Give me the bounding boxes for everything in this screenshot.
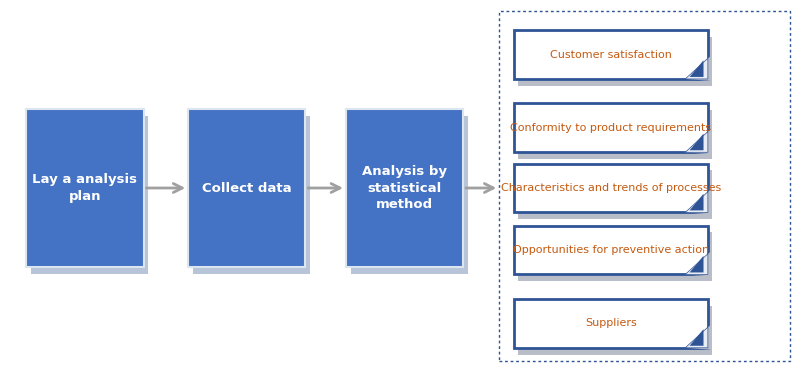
FancyBboxPatch shape — [26, 109, 144, 267]
Text: Lay a analysis
plan: Lay a analysis plan — [32, 173, 138, 203]
Polygon shape — [689, 256, 704, 273]
FancyBboxPatch shape — [514, 226, 708, 274]
FancyBboxPatch shape — [514, 299, 708, 348]
Polygon shape — [689, 60, 704, 77]
FancyBboxPatch shape — [518, 170, 712, 219]
Polygon shape — [685, 325, 710, 350]
Text: Analysis by
statistical
method: Analysis by statistical method — [362, 165, 447, 211]
FancyBboxPatch shape — [345, 109, 463, 267]
Polygon shape — [685, 190, 710, 214]
FancyBboxPatch shape — [518, 37, 712, 86]
Polygon shape — [689, 194, 704, 211]
FancyBboxPatch shape — [31, 116, 149, 274]
FancyBboxPatch shape — [188, 109, 305, 267]
Polygon shape — [685, 130, 710, 154]
Polygon shape — [685, 56, 710, 81]
FancyBboxPatch shape — [518, 110, 712, 159]
Text: Customer satisfaction: Customer satisfaction — [550, 50, 671, 59]
Text: Opportunities for preventive action: Opportunities for preventive action — [513, 245, 709, 255]
FancyBboxPatch shape — [514, 103, 708, 152]
Polygon shape — [685, 327, 708, 348]
Text: Collect data: Collect data — [202, 182, 291, 194]
Text: Characteristics and trends of processes: Characteristics and trends of processes — [501, 183, 721, 193]
Polygon shape — [685, 254, 708, 274]
Polygon shape — [685, 192, 708, 212]
FancyBboxPatch shape — [193, 116, 310, 274]
FancyBboxPatch shape — [518, 306, 712, 355]
FancyBboxPatch shape — [514, 30, 708, 79]
Polygon shape — [689, 133, 704, 150]
Text: Suppliers: Suppliers — [585, 318, 637, 328]
FancyBboxPatch shape — [351, 116, 468, 274]
FancyBboxPatch shape — [518, 232, 712, 281]
Polygon shape — [685, 252, 710, 276]
Polygon shape — [685, 132, 708, 152]
FancyBboxPatch shape — [514, 164, 708, 212]
Text: Conformity to product requirements: Conformity to product requirements — [510, 123, 711, 133]
Polygon shape — [689, 329, 704, 346]
Polygon shape — [685, 58, 708, 79]
